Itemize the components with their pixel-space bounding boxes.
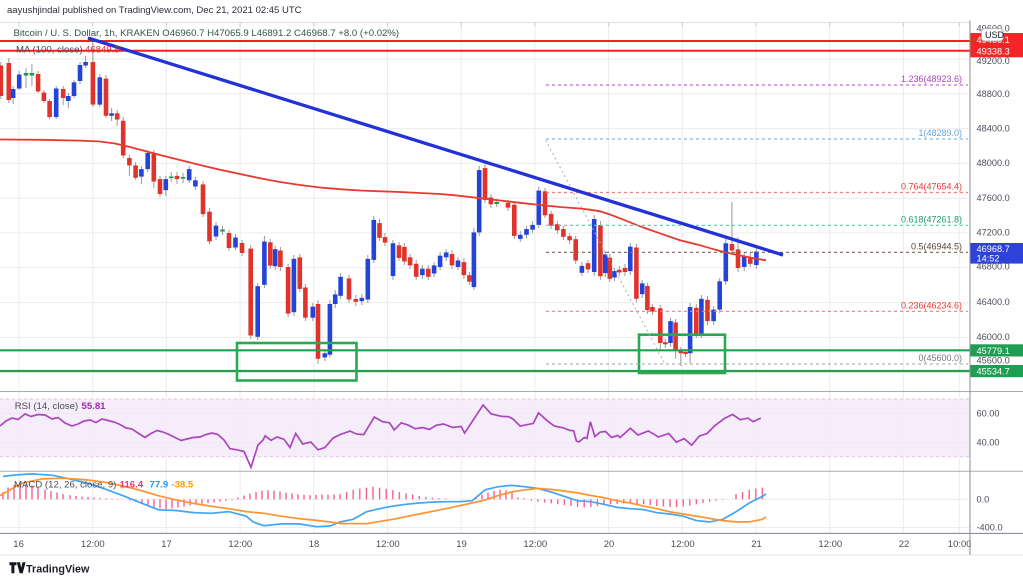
svg-text:-400.0: -400.0 — [977, 523, 1003, 533]
svg-text:47200.0: 47200.0 — [977, 228, 1010, 238]
svg-text:0.764(47654.4): 0.764(47654.4) — [901, 182, 962, 192]
svg-text:0.5(46944.5): 0.5(46944.5) — [911, 241, 962, 251]
svg-text:-38.5: -38.5 — [171, 480, 194, 491]
svg-text:47600.0: 47600.0 — [977, 193, 1010, 203]
svg-text:46800.0: 46800.0 — [977, 262, 1010, 272]
svg-text:48000.0: 48000.0 — [977, 158, 1010, 168]
svg-text:12:00: 12:00 — [671, 539, 695, 550]
svg-text:Bitcoin / U. S. Dollar, 1h, KR: Bitcoin / U. S. Dollar, 1h, KRAKEN O4696… — [14, 28, 400, 39]
svg-text:1(48289.0): 1(48289.0) — [918, 128, 962, 138]
svg-text:16: 16 — [13, 539, 24, 550]
svg-text:46400.0: 46400.0 — [977, 297, 1010, 307]
svg-text:46849.9: 46849.9 — [85, 44, 120, 55]
svg-text:45779.1: 45779.1 — [977, 346, 1010, 356]
svg-text:77.9: 77.9 — [150, 480, 169, 491]
svg-text:46968.7: 46968.7 — [977, 244, 1010, 254]
svg-text:MA (100, close): MA (100, close) — [16, 44, 83, 55]
svg-text:49200.0: 49200.0 — [977, 56, 1010, 66]
svg-text:14:52: 14:52 — [977, 254, 1000, 264]
svg-text:TradingView: TradingView — [26, 563, 90, 575]
svg-text:0(45600.0): 0(45600.0) — [918, 353, 962, 363]
svg-text:40.00: 40.00 — [977, 438, 1000, 448]
svg-text:17: 17 — [161, 539, 172, 550]
svg-text:46000.0: 46000.0 — [977, 332, 1010, 342]
svg-text:12:00: 12:00 — [81, 539, 105, 550]
svg-text:12:00: 12:00 — [376, 539, 400, 550]
svg-text:48800.0: 48800.0 — [977, 89, 1010, 99]
svg-text:22: 22 — [899, 539, 910, 550]
svg-text:20: 20 — [604, 539, 615, 550]
svg-text:RSI (14, close): RSI (14, close) — [15, 401, 78, 412]
svg-text:49338.3: 49338.3 — [977, 47, 1010, 57]
svg-text:45534.7: 45534.7 — [977, 367, 1010, 377]
svg-text:45600.0: 45600.0 — [977, 356, 1010, 366]
svg-text:18: 18 — [309, 539, 320, 550]
svg-text:19: 19 — [456, 539, 467, 550]
svg-text:21: 21 — [751, 539, 762, 550]
svg-text:48400.0: 48400.0 — [977, 124, 1010, 134]
svg-text:60.00: 60.00 — [977, 409, 1000, 419]
svg-text:MACD (12, 26, close, 9): MACD (12, 26, close, 9) — [14, 480, 116, 491]
svg-text:USD: USD — [985, 30, 1005, 40]
svg-text:10:00: 10:00 — [948, 539, 972, 550]
svg-text:55.81: 55.81 — [82, 401, 107, 412]
svg-text:12:00: 12:00 — [228, 539, 252, 550]
svg-text:12:00: 12:00 — [523, 539, 547, 550]
svg-text:0.618(47261.8): 0.618(47261.8) — [901, 214, 962, 224]
svg-text:1.236(48923.6): 1.236(48923.6) — [901, 74, 962, 84]
svg-text:12:00: 12:00 — [818, 539, 842, 550]
svg-text:0.236(46234.6): 0.236(46234.6) — [901, 300, 962, 310]
svg-text:0.0: 0.0 — [977, 495, 990, 505]
svg-text:116.4: 116.4 — [120, 480, 144, 491]
